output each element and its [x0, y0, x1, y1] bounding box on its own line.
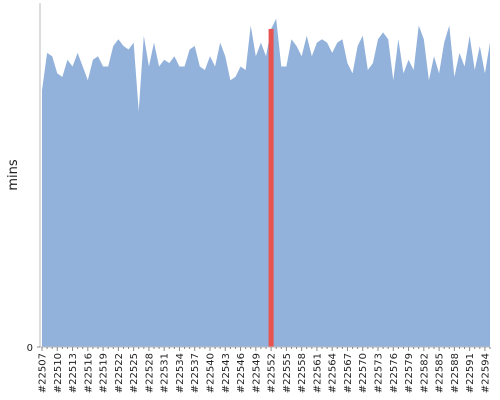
x-tick-label: #22537 [190, 353, 201, 393]
x-tick-label: #22522 [114, 353, 125, 393]
x-tick-label: #22564 [328, 353, 339, 393]
x-tick-label: #22573 [374, 353, 385, 393]
x-tick-label: #22510 [53, 353, 64, 393]
x-tick-label: #22552 [267, 353, 278, 393]
y-tick-label: 0 [27, 343, 33, 354]
area [42, 18, 490, 348]
x-tick-label: #22561 [312, 353, 323, 393]
x-tick-label: #22582 [419, 353, 430, 393]
x-tick-label: #22567 [343, 353, 354, 393]
x-tick-label: #22543 [221, 353, 232, 393]
x-tick-label: #22585 [435, 353, 446, 393]
x-tick-label: #22549 [251, 353, 262, 393]
x-tick-label: #22594 [480, 353, 491, 393]
x-tick-label: #22546 [236, 353, 247, 393]
x-tick-label: #22513 [68, 353, 79, 393]
x-tick-label: #22570 [358, 353, 369, 393]
highlight-bar [268, 28, 274, 347]
y-axis-label: mins [6, 159, 21, 191]
x-tick-label: #22516 [83, 353, 94, 393]
x-tick-label: #22525 [129, 353, 140, 393]
x-tick-label: #22519 [99, 353, 110, 393]
x-tick-label: #22531 [160, 353, 171, 393]
x-tick-label: #22591 [465, 353, 476, 393]
x-tick-label: #22555 [282, 353, 293, 393]
x-tick-label: #22576 [389, 353, 400, 393]
x-tick-label: #22507 [38, 353, 49, 393]
x-tick-label: #22558 [297, 353, 308, 393]
x-tick-label: #22588 [450, 353, 461, 393]
x-tick-label: #22540 [206, 353, 217, 393]
x-tick-label: #22528 [144, 353, 155, 393]
x-tick-label: #22534 [175, 353, 186, 393]
x-tick-label: #22579 [404, 353, 415, 393]
